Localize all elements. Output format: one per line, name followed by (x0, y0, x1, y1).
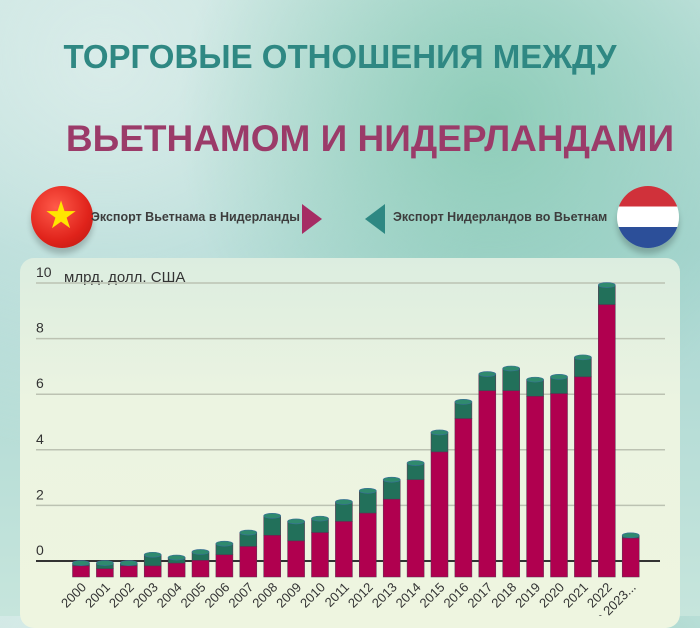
bar-cap (215, 540, 234, 547)
bar-nl-export (574, 357, 592, 378)
x-tick-label: 2005 (178, 580, 209, 611)
bar-cap (621, 532, 640, 539)
bar-vn-export (263, 535, 281, 578)
x-tick-label: 2013 (369, 580, 400, 611)
bar-cap (167, 554, 186, 561)
bar-nl-export (382, 479, 401, 500)
x-tick-label: 2004 (154, 580, 185, 611)
x-tick-label: 2001 (82, 580, 113, 611)
y-tick-label: 8 (36, 320, 44, 336)
bar-cap (358, 488, 377, 494)
bar-nl-export (430, 432, 449, 453)
bar-cap (550, 374, 568, 380)
bar-vn-export (143, 565, 162, 578)
legend-vn-export: Экспорт Вьетнама в Нидерланды (91, 210, 300, 224)
bar-nl-export (287, 521, 305, 542)
bar-vn-export (215, 554, 234, 578)
bar-vn-export (478, 390, 497, 578)
x-tick-label: 2006 (201, 580, 232, 611)
title-line-1: ТОРГОВЫЕ ОТНОШЕНИЯ МЕЖДУ (63, 38, 617, 75)
bar-vn-export (430, 451, 449, 578)
bar-cap (382, 476, 401, 483)
x-tick-label: 2017 (464, 580, 495, 611)
bar-vn-export (96, 568, 114, 578)
bar-cap (478, 371, 497, 377)
y-tick-label: 0 (36, 542, 44, 558)
x-tick-label: 2000 (58, 580, 89, 611)
bar-vn-export (502, 390, 520, 578)
arrow-right-icon (302, 204, 322, 234)
x-tick-label: 2012 (345, 580, 376, 611)
bar-cap (454, 399, 473, 405)
x-tick-label: 2007 (225, 580, 256, 611)
arrow-left-icon (365, 204, 385, 234)
bar-cap (263, 513, 282, 519)
legend-nl-export: Экспорт Нидерландов во Вьетнам (393, 210, 608, 224)
bar-vn-export (406, 479, 425, 578)
y-tick-label: 10 (36, 264, 52, 280)
bar-cap (574, 354, 592, 361)
x-tick-label: 2015 (417, 580, 448, 611)
bar-vn-export (382, 498, 401, 578)
title-line-2: ВЬЕТНАМОМ И НИДЕРЛАНДАМИ (65, 118, 675, 159)
netherlands-flag-icon (617, 186, 679, 248)
x-tick-label: 2020 (536, 580, 567, 611)
bar-vn-export (454, 418, 473, 578)
bar-cap (287, 518, 305, 525)
bar-vn-export (598, 304, 616, 578)
bar-cap (430, 429, 449, 436)
bar-vn-export (287, 540, 305, 578)
bar-vn-export (550, 393, 568, 578)
bar-vn-export (120, 565, 138, 578)
bar-vn-export (574, 376, 592, 578)
bar-vn-export (335, 521, 353, 578)
bar-vn-export (526, 396, 544, 578)
bar-vn-export (167, 562, 186, 578)
y-tick-label: 6 (36, 375, 44, 391)
x-tick-label: 2014 (393, 580, 424, 611)
y-tick-label: 2 (36, 486, 44, 502)
bar-nl-export (335, 501, 353, 522)
y-tick-label: 4 (36, 431, 44, 447)
bar-vn-export (191, 560, 210, 578)
bar-cap (72, 560, 90, 566)
bar-vn-export (359, 512, 377, 578)
bar-cap (526, 376, 544, 383)
bar-cap (311, 515, 329, 522)
bar-cap (191, 549, 210, 555)
x-tick-label: 2009 (273, 580, 304, 611)
bar-nl-export (359, 490, 377, 514)
bar-nl-export (263, 515, 281, 536)
bar-cap (597, 282, 616, 288)
bar-cap (120, 560, 138, 566)
bar-vn-export (311, 532, 329, 578)
bar-nl-export (502, 368, 520, 391)
x-tick-label: 2008 (249, 580, 280, 611)
x-tick-label: 2016 (440, 580, 471, 611)
bar-cap (239, 529, 258, 536)
x-tick-label: 2018 (488, 580, 519, 611)
bar-cap (96, 560, 114, 566)
bar-vn-export (72, 565, 90, 578)
bar-cap (335, 499, 353, 505)
x-tick-label: 2019 (512, 580, 543, 611)
bar-cap (143, 551, 162, 558)
bar-cap (406, 460, 425, 466)
bar-vn-export (239, 546, 258, 578)
x-tick-label: 2002 (106, 580, 137, 611)
y-axis-label: млрд. долл. США (64, 269, 185, 286)
vietnam-flag-icon: ★ (31, 186, 93, 248)
x-tick-label: 2011 (322, 580, 352, 610)
bar-nl-export (598, 284, 616, 305)
bar-vn-export (621, 537, 640, 578)
x-tick-label: 2003 (130, 580, 161, 611)
bar-cap (502, 365, 521, 372)
x-tick-label: 2021 (560, 580, 591, 611)
x-tick-label: 2010 (297, 580, 328, 611)
